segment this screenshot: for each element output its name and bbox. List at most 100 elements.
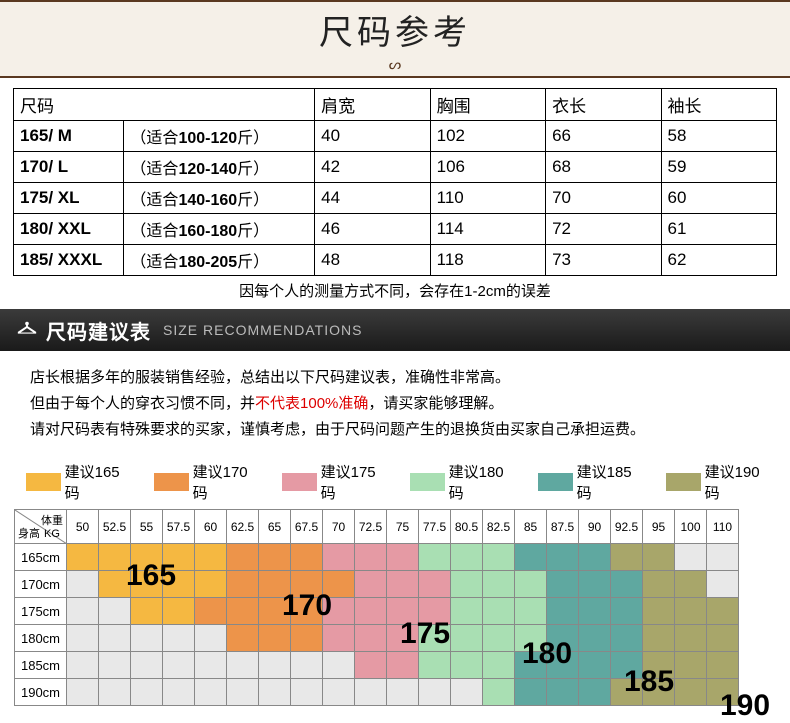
grid-cell	[99, 544, 131, 571]
grid-cell	[451, 625, 483, 652]
grid-cell	[67, 598, 99, 625]
legend-item: 建议170码	[154, 461, 260, 503]
grid-cell	[67, 544, 99, 571]
grid-cell	[547, 652, 579, 679]
rec-line: 但由于每个人的穿衣习惯不同，并不代表100%准确，请买家能够理解。	[30, 391, 760, 417]
grid-cell	[163, 679, 195, 706]
grid-cell	[515, 598, 547, 625]
grid-cell	[163, 625, 195, 652]
cell-length: 66	[546, 121, 661, 152]
cell-chest: 102	[430, 121, 545, 152]
grid-weight-header: 52.5	[99, 510, 131, 544]
cell-length: 70	[546, 183, 661, 214]
table-row: 180/ XXL（适合160-180斤）461147261	[14, 214, 777, 245]
legend-label: 建议185码	[577, 461, 644, 503]
col-chest: 胸围	[430, 89, 545, 121]
grid-cell	[259, 571, 291, 598]
grid-cell	[707, 571, 739, 598]
grid-cell	[707, 679, 739, 706]
grid-weight-header: 85	[515, 510, 547, 544]
grid-cell	[579, 679, 611, 706]
grid-weight-header: 60	[195, 510, 227, 544]
grid-cell	[451, 652, 483, 679]
grid-cell	[387, 679, 419, 706]
grid-cell	[227, 544, 259, 571]
col-shoulder: 肩宽	[315, 89, 430, 121]
cell-fit: （适合180-205斤）	[124, 245, 315, 276]
legend-label: 建议175码	[321, 461, 388, 503]
grid-weight-header: 77.5	[419, 510, 451, 544]
grid-cell	[419, 679, 451, 706]
grid-cell	[323, 652, 355, 679]
grid-weight-header: 65	[259, 510, 291, 544]
grid-row: 185cm	[15, 652, 739, 679]
grid-cell	[163, 652, 195, 679]
grid-cell	[291, 625, 323, 652]
grid-cell	[163, 598, 195, 625]
grid-cell	[547, 598, 579, 625]
grid-cell	[195, 652, 227, 679]
table-row: 185/ XXXL（适合180-205斤）481187362	[14, 245, 777, 276]
grid-height-header: 175cm	[15, 598, 67, 625]
grid-cell	[323, 544, 355, 571]
grid-cell	[643, 544, 675, 571]
grid-cell	[99, 679, 131, 706]
grid-row: 190cm	[15, 679, 739, 706]
grid-weight-header: 92.5	[611, 510, 643, 544]
grid-cell	[611, 652, 643, 679]
recommendation-text: 店长根据多年的服装销售经验，总结出以下尺码建议表，准确性非常高。 但由于每个人的…	[0, 351, 790, 451]
cell-chest: 106	[430, 152, 545, 183]
grid-height-header: 180cm	[15, 625, 67, 652]
grid-cell	[195, 598, 227, 625]
grid-height-header: 170cm	[15, 571, 67, 598]
rec-title-en: SIZE RECOMMENDATIONS	[163, 322, 362, 338]
grid-height-header: 190cm	[15, 679, 67, 706]
grid-row: 170cm	[15, 571, 739, 598]
grid-cell	[547, 625, 579, 652]
table-row: 175/ XL（适合140-160斤）441107060	[14, 183, 777, 214]
legend-label: 建议165码	[65, 461, 132, 503]
grid-height-header: 165cm	[15, 544, 67, 571]
cell-fit: （适合120-140斤）	[124, 152, 315, 183]
cell-length: 73	[546, 245, 661, 276]
legend-swatch	[282, 473, 317, 491]
grid-cell	[419, 544, 451, 571]
cell-shoulder: 48	[315, 245, 430, 276]
grid-cell	[227, 625, 259, 652]
col-size: 尺码	[14, 89, 315, 121]
grid-cell	[387, 598, 419, 625]
grid-cell	[483, 571, 515, 598]
cell-size: 165/ M	[14, 121, 124, 152]
measurement-note: 因每个人的测量方式不同，会存在1-2cm的误差	[0, 280, 790, 301]
cell-chest: 114	[430, 214, 545, 245]
grid-cell	[259, 652, 291, 679]
recommendation-grid: 体重KG身高5052.55557.56062.56567.57072.57577…	[14, 509, 739, 706]
grid-weight-header: 87.5	[547, 510, 579, 544]
grid-cell	[483, 652, 515, 679]
cell-length: 68	[546, 152, 661, 183]
grid-cell	[579, 544, 611, 571]
grid-cell	[259, 544, 291, 571]
legend-swatch	[154, 473, 189, 491]
table-row: 165/ M（适合100-120斤）401026658	[14, 121, 777, 152]
grid-cell	[163, 544, 195, 571]
cell-sleeve: 60	[661, 183, 776, 214]
grid-cell	[131, 625, 163, 652]
grid-weight-header: 75	[387, 510, 419, 544]
cell-shoulder: 42	[315, 152, 430, 183]
grid-weight-header: 95	[643, 510, 675, 544]
cell-sleeve: 59	[661, 152, 776, 183]
grid-cell	[323, 625, 355, 652]
corner-ornament	[758, 44, 790, 78]
legend-swatch	[538, 473, 573, 491]
grid-cell	[579, 571, 611, 598]
cell-chest: 118	[430, 245, 545, 276]
grid-cell	[387, 544, 419, 571]
legend-item: 建议180码	[410, 461, 516, 503]
grid-weight-header: 80.5	[451, 510, 483, 544]
grid-weight-header: 57.5	[163, 510, 195, 544]
grid-cell	[483, 544, 515, 571]
grid-row: 180cm	[15, 625, 739, 652]
grid-cell	[675, 625, 707, 652]
grid-cell	[515, 544, 547, 571]
